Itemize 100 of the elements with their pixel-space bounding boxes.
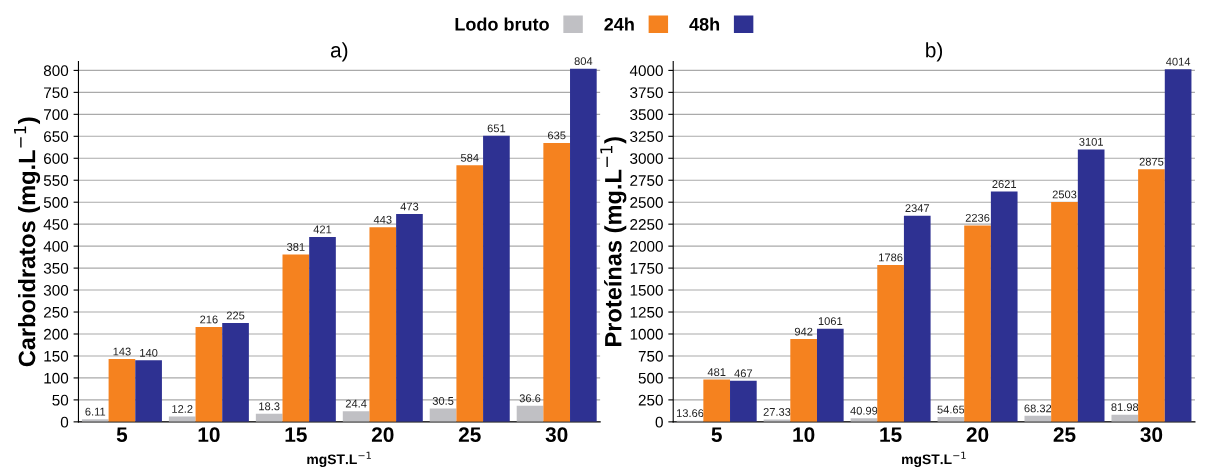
bar — [790, 339, 817, 422]
data-label: 2875 — [1139, 157, 1164, 166]
y-tick-label: 0 — [60, 416, 69, 428]
x-tick-label: 30 — [1140, 427, 1163, 443]
data-label: 4014 — [1166, 57, 1191, 66]
y-tick-label: 1500 — [630, 284, 663, 296]
data-label: 24.4 — [345, 399, 367, 408]
y-tick-label: 650 — [44, 131, 69, 142]
bar — [222, 323, 249, 422]
data-label: 2347 — [905, 204, 930, 213]
data-label: 473 — [400, 202, 419, 211]
bar — [108, 359, 136, 422]
data-label: 216 — [200, 315, 218, 324]
data-label: 467 — [734, 369, 753, 378]
bar — [195, 326, 223, 422]
y-tick-label: 300 — [43, 284, 69, 296]
y-tick-label: 3750 — [630, 87, 663, 99]
bar — [903, 215, 931, 422]
bar — [342, 411, 370, 422]
y-tick-label: 700 — [44, 109, 69, 121]
data-label: 30.5 — [432, 397, 454, 405]
data-label: 36.6 — [519, 394, 541, 403]
x-tick-label: 5 — [711, 427, 722, 443]
data-label: 140 — [140, 348, 158, 357]
legend-label: 48h — [689, 17, 720, 31]
x-tick-label: 15 — [285, 427, 307, 443]
bar — [369, 227, 397, 422]
y-tick-label: 3500 — [630, 109, 663, 121]
bar — [1051, 201, 1078, 422]
data-label: 225 — [226, 311, 245, 320]
data-label: 143 — [113, 347, 131, 356]
data-label: 942 — [794, 327, 813, 336]
bar — [135, 360, 162, 422]
y-tick-label: 2250 — [630, 219, 663, 230]
y-tick-label: 100 — [44, 372, 69, 384]
bar — [877, 264, 904, 422]
bar — [429, 408, 457, 422]
data-label: 1061 — [818, 317, 843, 326]
data-label: 68.32 — [1024, 404, 1052, 413]
legend-label: 24h — [604, 17, 634, 31]
y-tick-label: 1250 — [630, 306, 663, 318]
x-tick-label: 25 — [1053, 427, 1076, 443]
y-tick-label: 200 — [44, 328, 69, 340]
bar — [543, 142, 571, 422]
bar — [1138, 169, 1165, 422]
y-tick-label: 450 — [43, 219, 69, 230]
bar — [1164, 69, 1192, 422]
y-tick-label: 2750 — [630, 175, 663, 186]
x-tick-label: 20 — [966, 427, 989, 443]
y-tick-label: 150 — [44, 350, 69, 362]
bar — [396, 214, 423, 422]
y-tick-label: 250 — [638, 394, 663, 406]
x-tick-label: 25 — [458, 427, 481, 443]
x-axis-title: mgST.L$^{−1}$ — [307, 451, 371, 468]
data-label: 2236 — [965, 213, 990, 222]
x-tick-label: 15 — [880, 427, 902, 443]
y-tick-label: 750 — [638, 350, 663, 362]
data-label: 381 — [286, 243, 305, 251]
x-tick-label: 10 — [793, 427, 815, 443]
y-tick-label: 500 — [43, 197, 69, 208]
data-label: 635 — [547, 131, 566, 140]
y-tick-label: 550 — [43, 175, 69, 186]
data-label: 421 — [313, 225, 332, 234]
y-axis-title: Proteínas (mg.L$^{−1}$) — [600, 137, 627, 346]
chart-title: a) — [330, 42, 348, 62]
x-tick-label: 10 — [198, 427, 220, 443]
bar — [703, 379, 731, 422]
x-tick-label: 30 — [545, 427, 568, 443]
y-tick-label: 0 — [655, 416, 663, 428]
y-tick-label: 800 — [43, 65, 69, 77]
x-axis-title: mgST.L$^{−1}$ — [902, 451, 966, 468]
y-tick-label: 1750 — [630, 262, 663, 274]
bar — [516, 405, 544, 422]
y-tick-label: 2500 — [630, 197, 663, 208]
data-label: 2503 — [1052, 190, 1077, 199]
data-label: 2621 — [992, 180, 1017, 188]
y-tick-label: 2000 — [630, 241, 663, 252]
chart-title: b) — [926, 42, 943, 62]
bar — [309, 236, 336, 422]
y-tick-label: 250 — [44, 306, 69, 318]
bar — [483, 135, 510, 422]
bar — [456, 165, 484, 422]
y-axis-title: Carboidratos (mg.L$^{−1}$) — [14, 117, 41, 367]
bar — [990, 191, 1018, 422]
y-tick-label: 50 — [52, 394, 69, 406]
data-label: 3101 — [1079, 137, 1103, 146]
y-tick-label: 4000 — [629, 65, 663, 77]
bar — [816, 328, 844, 422]
y-tick-label: 350 — [43, 262, 69, 274]
y-tick-label: 750 — [44, 87, 69, 99]
y-tick-label: 500 — [638, 372, 663, 384]
data-label: 81.98 — [1111, 403, 1139, 412]
x-tick-label: 20 — [371, 427, 394, 443]
data-label: 6.11 — [85, 407, 106, 416]
bar — [964, 225, 991, 422]
legend-label: Lodo bruto — [455, 17, 549, 31]
y-tick-label: 400 — [43, 241, 69, 252]
bar — [730, 380, 757, 422]
bar — [1077, 149, 1105, 422]
data-label: 1786 — [879, 253, 903, 262]
